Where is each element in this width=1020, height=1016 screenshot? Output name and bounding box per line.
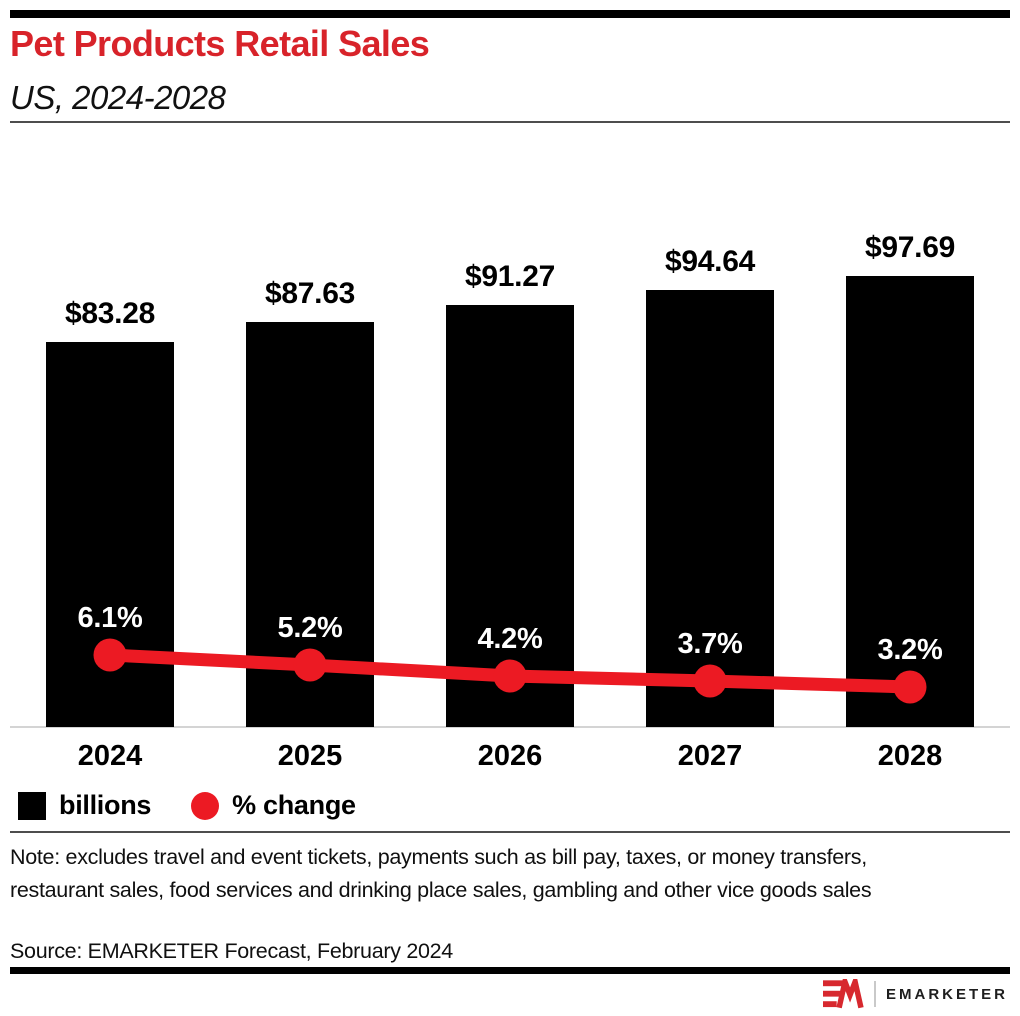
logo-wordmark: EMARKETER: [885, 985, 1008, 1003]
footer-divider: [10, 831, 1010, 833]
emarketer-logo: EMARKETER: [822, 979, 1008, 1009]
x-axis-label-2026: 2026: [477, 740, 543, 772]
top-accent-bar: [10, 10, 1010, 18]
chart-subtitle: US, 2024-2028: [10, 79, 226, 116]
legend-label: billions: [59, 790, 152, 820]
pct-change-label-2028: 3.2%: [877, 634, 943, 666]
pct-change-label-2026: 4.2%: [477, 623, 543, 655]
bar-value-label-2027: $94.64: [665, 245, 755, 278]
pct-change-label-2025: 5.2%: [277, 612, 343, 644]
pct-change-label-2024: 6.1%: [77, 602, 143, 634]
x-axis-label-2024: 2024: [77, 740, 143, 772]
bar-value-label-2025: $87.63: [265, 277, 355, 310]
bottom-accent-bar: [10, 967, 1010, 974]
logo-separator: [873, 981, 876, 1007]
x-axis-label-2025: 2025: [277, 740, 343, 772]
bar-2025: [246, 322, 374, 727]
bar-value-label-2026: $91.27: [465, 260, 555, 293]
legend-marker-square-icon: [18, 791, 46, 820]
note-text: Note: excludes travel and event tickets,…: [10, 845, 872, 902]
source-text: Source: EMARKETER Forecast, February 202…: [10, 939, 453, 963]
bar-value-label-2028: $97.69: [865, 231, 955, 264]
header-divider: [10, 121, 1010, 123]
legend-item-billions: billions: [18, 790, 151, 821]
bar-2024: [46, 342, 174, 727]
bar-value-label-2024: $83.28: [65, 297, 155, 330]
pct-change-label-2027: 3.7%: [677, 628, 743, 660]
emarketer-logo-mark-icon: [822, 979, 864, 1009]
x-axis-label-2028: 2028: [877, 740, 943, 772]
chart-title: Pet Products Retail Sales: [10, 23, 430, 64]
x-axis-line: [10, 726, 1010, 728]
legend: billions % change: [18, 790, 356, 821]
legend-label: % change: [232, 790, 356, 820]
bar-2026: [446, 305, 574, 727]
legend-item--change: % change: [191, 790, 356, 821]
legend-marker-circle-icon: [191, 791, 220, 820]
x-axis-label-2027: 2027: [677, 740, 743, 772]
bar-2027: [646, 290, 774, 727]
